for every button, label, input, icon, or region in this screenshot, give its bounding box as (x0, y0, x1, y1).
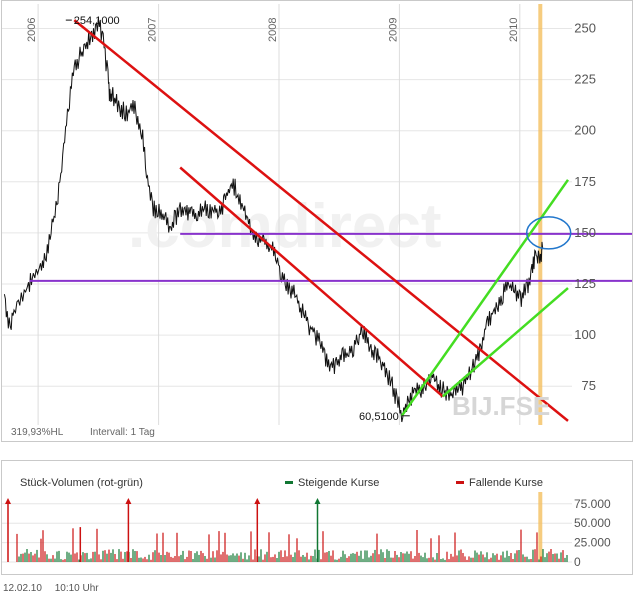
price-tick-label: 75 (582, 378, 596, 393)
price-series (3, 17, 544, 423)
info-interval: Intervall: 1 Tag (90, 427, 155, 438)
trend-line (400, 179, 570, 417)
volume-overflow-arrow (254, 498, 261, 504)
volume-overflow-arrow (314, 498, 321, 504)
price-tick-label: 225 (574, 72, 596, 87)
price-y-axis: 75 100 125 150 175 200 225 250 (574, 21, 596, 394)
price-tick-label: 125 (574, 276, 596, 291)
legend-down-label: Fallende Kurse (469, 477, 543, 489)
year-label: 2007 (147, 18, 159, 42)
trend-line (179, 166, 444, 398)
year-label: 2009 (387, 18, 399, 42)
low-label: 60,5100 (359, 411, 399, 423)
price-tick-label: 175 (574, 174, 596, 189)
legend-up-swatch (285, 481, 293, 484)
price-chart: .comdirect 2006 2007 2008 2009 2010 75 100 125… (1, 0, 633, 442)
symbol-label: BIJ.FSE (452, 391, 550, 421)
trend-lines (73, 19, 570, 422)
price-tick-label: 100 (574, 327, 596, 342)
volume-tick-label: 50.000 (574, 516, 611, 530)
volume-title: Stück-Volumen (rot-grün) (20, 477, 143, 489)
info-range: 319,93%HL (11, 427, 64, 438)
volume-tick-label: 75.000 (574, 497, 611, 511)
footer: 12.02.10 10:10 Uhr (3, 583, 109, 594)
price-tick-label: 200 (574, 123, 596, 138)
watermark: .comdirect (128, 192, 442, 261)
price-chart-frame (1, 0, 633, 442)
legend-down-swatch (456, 481, 464, 484)
year-label: 2008 (267, 18, 279, 42)
footer-time: 10:10 Uhr (54, 583, 99, 594)
price-line (3, 17, 544, 423)
trend-line (441, 287, 569, 398)
high-label: 254,1000 (74, 15, 120, 27)
footer-date: 12.02.10 (3, 583, 42, 594)
price-grid (2, 28, 572, 387)
price-tick-label: 250 (574, 21, 596, 36)
legend-up-label: Steigende Kurse (298, 477, 379, 489)
breakout-circle (525, 216, 572, 250)
trend-line (73, 19, 569, 422)
price-tick-label: 150 (574, 225, 596, 240)
volume-tick-label: 0 (574, 555, 581, 569)
volume-overflow-arrow (125, 498, 132, 504)
volume-y-axis: 0 25.000 50.000 75.000 (574, 497, 611, 569)
volume-overflow-arrow (5, 498, 11, 504)
year-markers: 2006 2007 2008 2009 2010 (26, 4, 521, 425)
volume-chart: Stück-Volumen (rot-grün) Steigende Kurse… (1, 460, 633, 575)
volume-tick-label: 25.000 (574, 536, 611, 550)
volume-spikes (5, 498, 321, 562)
year-label: 2010 (508, 18, 520, 42)
year-label: 2006 (26, 18, 38, 42)
price-annotations: 254,1000 60,5100 (65, 15, 410, 423)
